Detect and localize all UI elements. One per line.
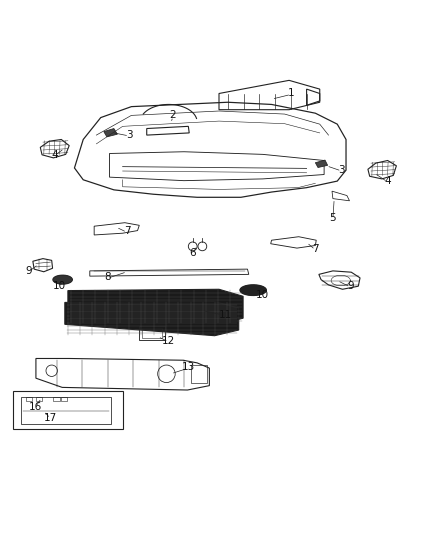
Text: 3: 3 [126, 130, 133, 140]
Text: 9: 9 [25, 266, 32, 276]
Bar [142, 328, 162, 338]
Text: 3: 3 [338, 165, 345, 175]
Text: 8: 8 [104, 272, 111, 282]
Polygon shape [53, 275, 72, 284]
Polygon shape [68, 289, 243, 324]
Bar [26, 397, 32, 400]
Text: 9: 9 [347, 281, 354, 291]
Text: 4: 4 [384, 176, 391, 186]
Bar [36, 397, 42, 400]
Polygon shape [65, 302, 239, 336]
Text: 16: 16 [28, 402, 42, 411]
Bar [21, 397, 111, 424]
Polygon shape [240, 285, 266, 295]
Bar [53, 397, 60, 400]
Text: 10: 10 [53, 281, 66, 291]
Bar [191, 365, 207, 383]
Text: 13: 13 [182, 362, 195, 372]
Text: 2: 2 [170, 110, 177, 120]
Polygon shape [104, 128, 117, 137]
Text: 12: 12 [162, 336, 175, 346]
Text: 7: 7 [312, 244, 319, 254]
Text: 1: 1 [288, 88, 295, 99]
Bar [61, 397, 67, 400]
Text: 6: 6 [189, 248, 196, 259]
Text: 10: 10 [256, 290, 269, 300]
Bar [139, 326, 165, 340]
Text: 7: 7 [124, 227, 131, 237]
Polygon shape [315, 160, 328, 167]
Text: 5: 5 [329, 213, 336, 223]
Text: 17: 17 [44, 413, 57, 423]
Text: 4: 4 [51, 150, 58, 160]
Text: 11: 11 [219, 310, 232, 320]
